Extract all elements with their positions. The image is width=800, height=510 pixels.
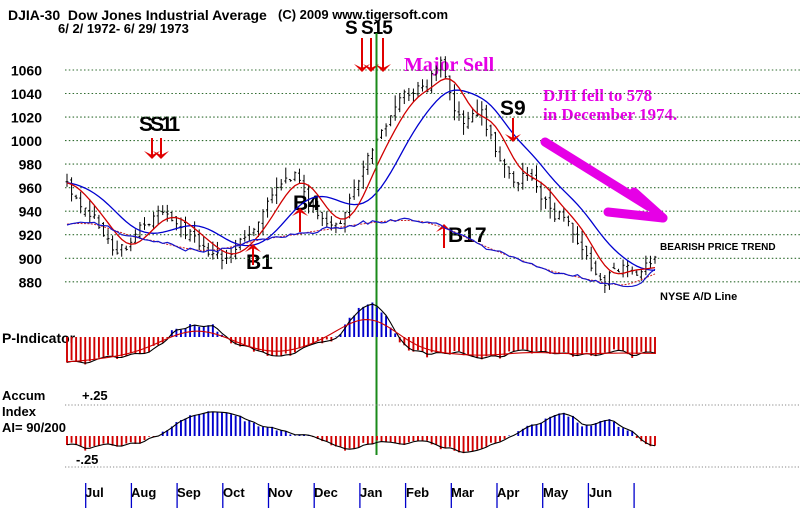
svg-text:980: 980 — [19, 157, 43, 173]
svg-text:1040: 1040 — [11, 86, 42, 102]
svg-text:1060: 1060 — [11, 63, 42, 79]
svg-text:1020: 1020 — [11, 110, 42, 126]
svg-text:880: 880 — [19, 274, 43, 290]
svg-text:1000: 1000 — [11, 133, 42, 149]
svg-text:940: 940 — [19, 204, 43, 220]
svg-text:960: 960 — [19, 180, 43, 196]
svg-text:900: 900 — [19, 251, 43, 267]
svg-text:920: 920 — [19, 227, 43, 243]
